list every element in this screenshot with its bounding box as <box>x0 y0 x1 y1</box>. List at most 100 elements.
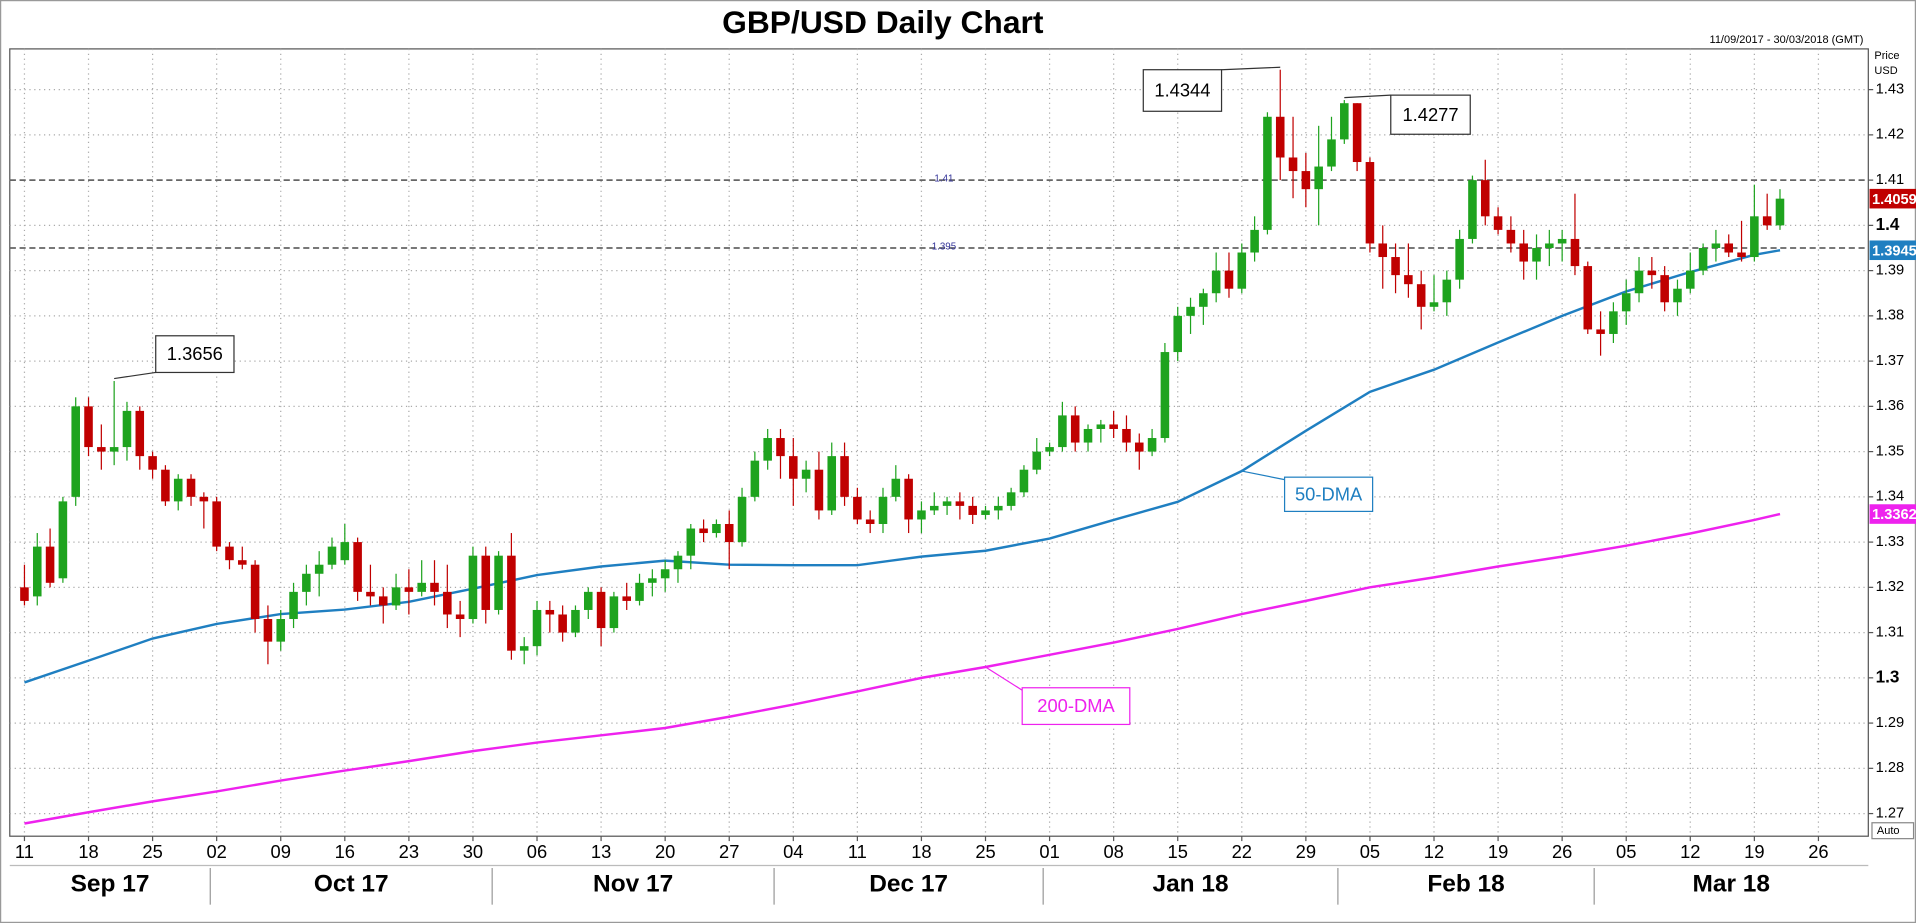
y-tick-label: 1.34 <box>1876 489 1905 505</box>
candle-body <box>327 546 337 565</box>
line-callout-label: 200-DMA <box>1037 695 1115 716</box>
candle-body <box>161 469 170 502</box>
plot-frame <box>9 48 1869 837</box>
candle-body <box>135 410 145 457</box>
candle-body <box>1275 116 1285 158</box>
candle-body <box>840 456 849 497</box>
candle-body <box>494 555 503 610</box>
candle-body <box>1506 229 1516 244</box>
candle-body <box>302 573 311 592</box>
candle-body <box>314 564 324 574</box>
month-label: Jan 18 <box>1152 871 1228 898</box>
candle-body <box>1634 270 1644 294</box>
candle-body <box>1365 162 1375 244</box>
candle-body <box>571 609 580 633</box>
candle-body <box>186 478 196 497</box>
y-tick-label: 1.39 <box>1876 262 1905 278</box>
candle-body <box>238 560 247 565</box>
candle-body <box>1083 428 1093 443</box>
y-tick-label: 1.32 <box>1876 579 1905 595</box>
candle-body <box>712 523 721 534</box>
x-tick-label: 15 <box>1168 841 1188 862</box>
candle-body <box>686 528 696 556</box>
candle-body <box>801 469 811 479</box>
candle-body <box>1775 198 1785 226</box>
moving-average-line <box>24 249 1781 684</box>
month-label: Dec 17 <box>869 871 948 898</box>
x-tick-label: 04 <box>783 841 803 862</box>
candle-body <box>853 496 862 520</box>
y-tick-label: 1.37 <box>1876 353 1905 369</box>
candle-body <box>276 619 286 642</box>
x-tick-label: 29 <box>1296 841 1316 862</box>
x-tick-label: 20 <box>655 841 675 862</box>
candle-body <box>1416 284 1426 307</box>
candle-body <box>750 460 760 497</box>
candle-body <box>917 510 926 520</box>
candle-body <box>814 469 824 511</box>
line-callout-box <box>1021 687 1131 726</box>
candle-body <box>1250 229 1259 253</box>
candle-body <box>789 456 798 479</box>
candle-body <box>84 406 93 448</box>
y-tick-label: 1.42 <box>1876 127 1905 143</box>
candle-body <box>699 528 708 534</box>
candle-body <box>1109 424 1118 429</box>
y-tick-label: 1.27 <box>1876 805 1905 821</box>
candle-body <box>1711 243 1721 248</box>
scale-mode: Auto <box>1877 825 1900 837</box>
candle-body <box>1557 238 1567 244</box>
candle-body <box>225 546 234 561</box>
candle-body <box>1237 252 1247 289</box>
price-tag <box>1869 188 1916 209</box>
y-tick-label: 1.36 <box>1876 398 1905 414</box>
candle-body <box>1340 103 1349 140</box>
candle-body <box>737 496 747 543</box>
candle-body <box>340 542 350 561</box>
level-label: 1.41 <box>934 173 953 184</box>
x-tick-label: 11 <box>848 841 867 862</box>
candle-body <box>378 596 388 606</box>
x-tick-label: 11 <box>15 841 34 862</box>
candle-body <box>1391 257 1400 276</box>
candle-body <box>776 438 785 457</box>
candle-body <box>519 646 529 651</box>
line-callout-label: 50-DMA <box>1295 483 1363 504</box>
y-tick-label: 1.4 <box>1876 215 1900 234</box>
candle-body <box>929 505 939 511</box>
candle-body <box>558 614 567 633</box>
callout-label: 1.3656 <box>167 343 223 364</box>
candle-body <box>955 501 965 506</box>
candle-body <box>122 410 132 448</box>
candle-body <box>635 582 644 601</box>
candle-body <box>45 546 55 583</box>
candle-body <box>968 505 977 515</box>
x-tick-label: 26 <box>1552 841 1572 862</box>
candle-body <box>1301 171 1311 190</box>
candle-body <box>994 505 1003 511</box>
candle-body <box>1493 216 1503 230</box>
candle-body <box>545 609 555 615</box>
candle-body <box>1480 180 1490 217</box>
candle-body <box>430 582 439 592</box>
candle-body <box>417 582 426 592</box>
candle-body <box>263 619 273 642</box>
x-tick-label: 22 <box>1232 841 1252 862</box>
x-tick-label: 30 <box>463 841 483 862</box>
candle-body <box>173 478 183 502</box>
candle-body <box>97 447 106 452</box>
candle-body <box>648 578 657 583</box>
y-tick-label: 1.3 <box>1876 667 1900 686</box>
candle-body <box>1532 247 1541 262</box>
x-tick-label: 05 <box>1616 841 1636 862</box>
candle-body <box>289 591 298 620</box>
y-axis-label: Price <box>1874 50 1899 62</box>
candle-body <box>1263 116 1272 230</box>
x-tick-label: 09 <box>271 841 291 862</box>
x-tick-label: 19 <box>1488 841 1508 862</box>
candle-body <box>609 596 619 629</box>
candle-body <box>1570 238 1580 267</box>
y-tick-label: 1.43 <box>1876 81 1905 97</box>
candle-body <box>1186 306 1195 316</box>
